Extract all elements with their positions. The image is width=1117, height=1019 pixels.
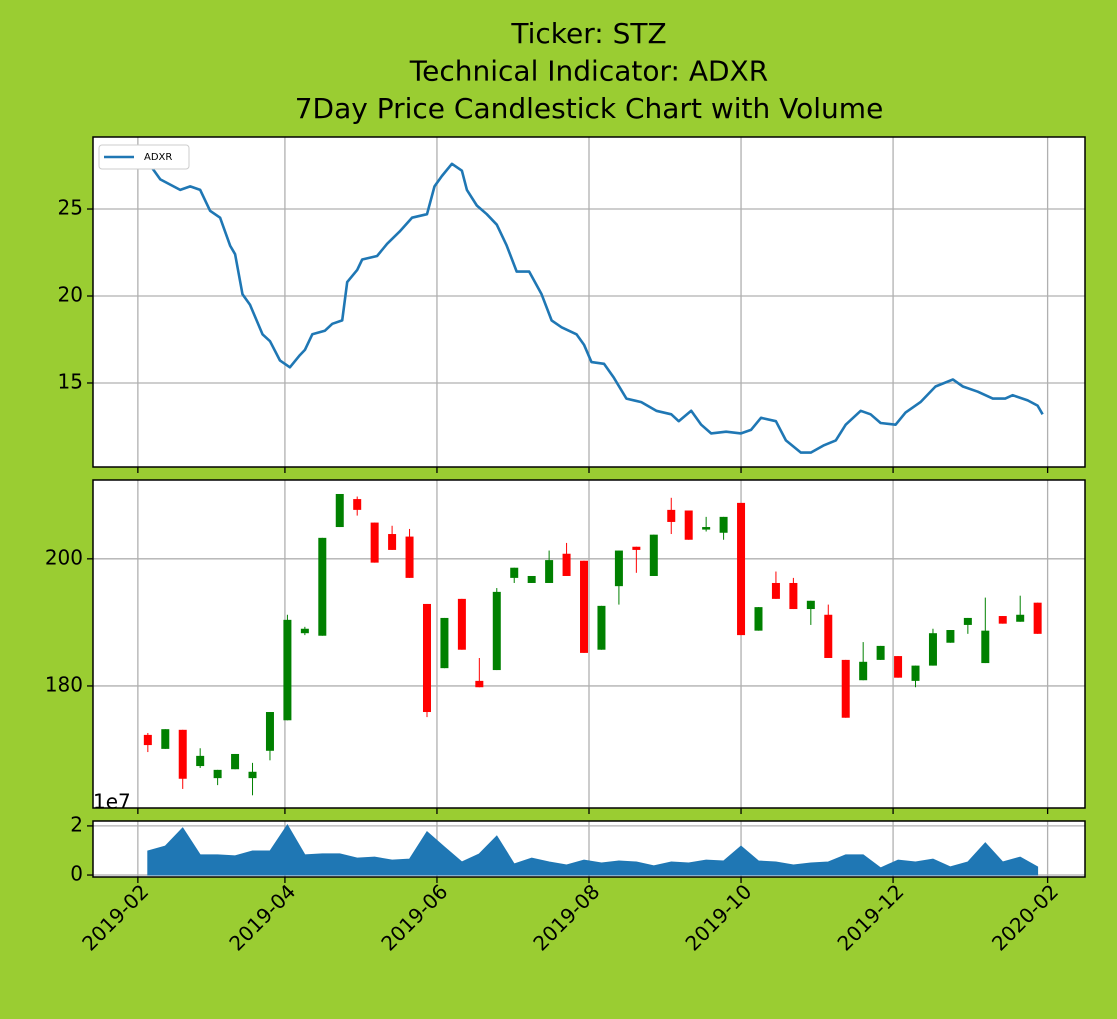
candle-body xyxy=(405,536,414,578)
y-tick-label: 25 xyxy=(58,196,83,220)
candle-body xyxy=(440,617,449,669)
candle-body xyxy=(737,502,746,636)
axes-frame xyxy=(92,136,1086,468)
y-tick-label: 20 xyxy=(58,282,83,306)
candle-body xyxy=(684,510,693,540)
candle-body xyxy=(353,499,362,510)
candle-body xyxy=(824,614,833,658)
candle-body xyxy=(143,734,152,746)
candle-body xyxy=(580,560,589,653)
volume-area xyxy=(147,823,1039,876)
candle-body xyxy=(597,605,606,650)
candle-body xyxy=(492,591,501,671)
candle-body xyxy=(213,769,222,779)
candle-body xyxy=(894,656,903,678)
candle-body xyxy=(178,729,187,779)
candle-body xyxy=(876,645,885,660)
candle-body xyxy=(998,616,1007,624)
y-tick-label: 2 xyxy=(70,812,83,836)
candle-body xyxy=(161,729,170,749)
candle-body xyxy=(963,617,972,625)
chart-title: Technical Indicator: ADXR xyxy=(409,55,768,88)
candle-body xyxy=(667,509,676,522)
y-tick-label: 0 xyxy=(70,862,83,886)
candle-body xyxy=(370,522,379,563)
candle-body xyxy=(457,598,466,650)
legend-label: ADXR xyxy=(144,152,172,163)
candle-body xyxy=(562,553,571,576)
candle-body xyxy=(388,534,397,550)
candle-body xyxy=(859,661,868,681)
y-tick-label: 180 xyxy=(45,672,83,696)
candle-body xyxy=(422,603,431,713)
chart-title: 7Day Price Candlestick Chart with Volume xyxy=(295,92,884,125)
candle-body xyxy=(1033,602,1042,634)
line-series xyxy=(139,150,1044,454)
candle-body xyxy=(649,534,658,576)
candle-body xyxy=(265,712,274,751)
candle-body xyxy=(911,665,920,681)
candle-body xyxy=(789,582,798,610)
candle-body xyxy=(248,771,257,779)
candle-body xyxy=(981,630,990,664)
candle-body xyxy=(928,633,937,666)
y-tick-label: 200 xyxy=(45,545,83,569)
candle-body xyxy=(527,575,536,583)
axes-frame xyxy=(92,479,1086,809)
candle-body xyxy=(510,567,519,578)
legend-box xyxy=(98,144,190,170)
candle-body xyxy=(806,600,815,610)
candle-body xyxy=(841,659,850,718)
axes-frame xyxy=(92,820,1086,878)
candle-body xyxy=(545,560,554,583)
candle-body xyxy=(719,516,728,533)
candle-body xyxy=(231,753,240,770)
candle-body xyxy=(318,537,327,636)
candle-body xyxy=(300,628,309,634)
candle-body xyxy=(771,582,780,599)
y-tick-label: 15 xyxy=(58,369,83,393)
candle-body xyxy=(1016,614,1025,622)
candle-body xyxy=(475,680,484,688)
candle-body xyxy=(335,493,344,528)
candle-body xyxy=(754,607,763,631)
candle-body xyxy=(196,755,205,767)
candle-body xyxy=(946,630,955,643)
candle-body xyxy=(632,546,641,550)
chart-title: Ticker: STZ xyxy=(510,17,666,50)
candle-body xyxy=(702,527,711,530)
candle-body xyxy=(283,619,292,721)
candle-body xyxy=(614,550,623,587)
offset-text: 1e7 xyxy=(93,790,131,814)
